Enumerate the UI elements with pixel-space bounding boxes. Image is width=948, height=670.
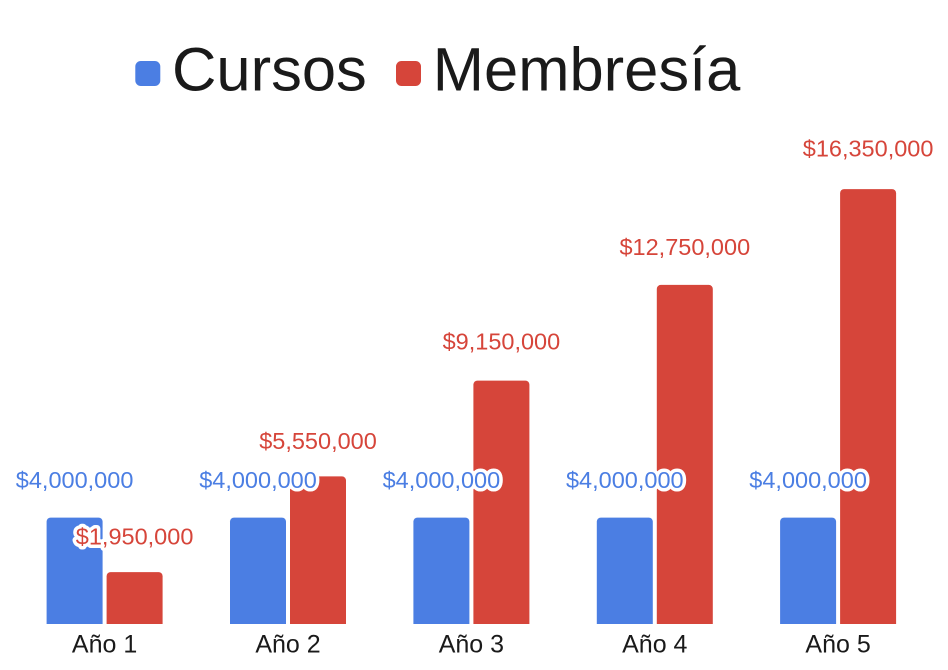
svg-text:$4,000,000: $4,000,000 — [16, 467, 134, 493]
svg-text:Año 2: Año 2 — [255, 631, 320, 659]
svg-text:$4,000,000: $4,000,000 — [749, 467, 867, 493]
svg-text:$9,150,000: $9,150,000 — [443, 328, 561, 354]
svg-text:$5,550,000: $5,550,000 — [259, 428, 377, 454]
svg-text:Membresía: Membresía — [433, 36, 741, 105]
svg-text:$12,750,000: $12,750,000 — [619, 234, 750, 260]
svg-text:$4,000,000: $4,000,000 — [383, 467, 501, 493]
svg-text:Año 1: Año 1 — [72, 631, 137, 659]
svg-text:$16,350,000: $16,350,000 — [803, 136, 934, 162]
svg-text:Año 3: Año 3 — [439, 631, 504, 659]
svg-text:$4,000,000: $4,000,000 — [199, 467, 317, 493]
svg-text:$4,000,000: $4,000,000 — [566, 467, 684, 493]
svg-text:Año 4: Año 4 — [622, 631, 687, 659]
svg-text:$1,950,000: $1,950,000 — [76, 524, 194, 550]
svg-text:Año 5: Año 5 — [805, 631, 870, 659]
svg-text:Cursos: Cursos — [172, 36, 367, 105]
